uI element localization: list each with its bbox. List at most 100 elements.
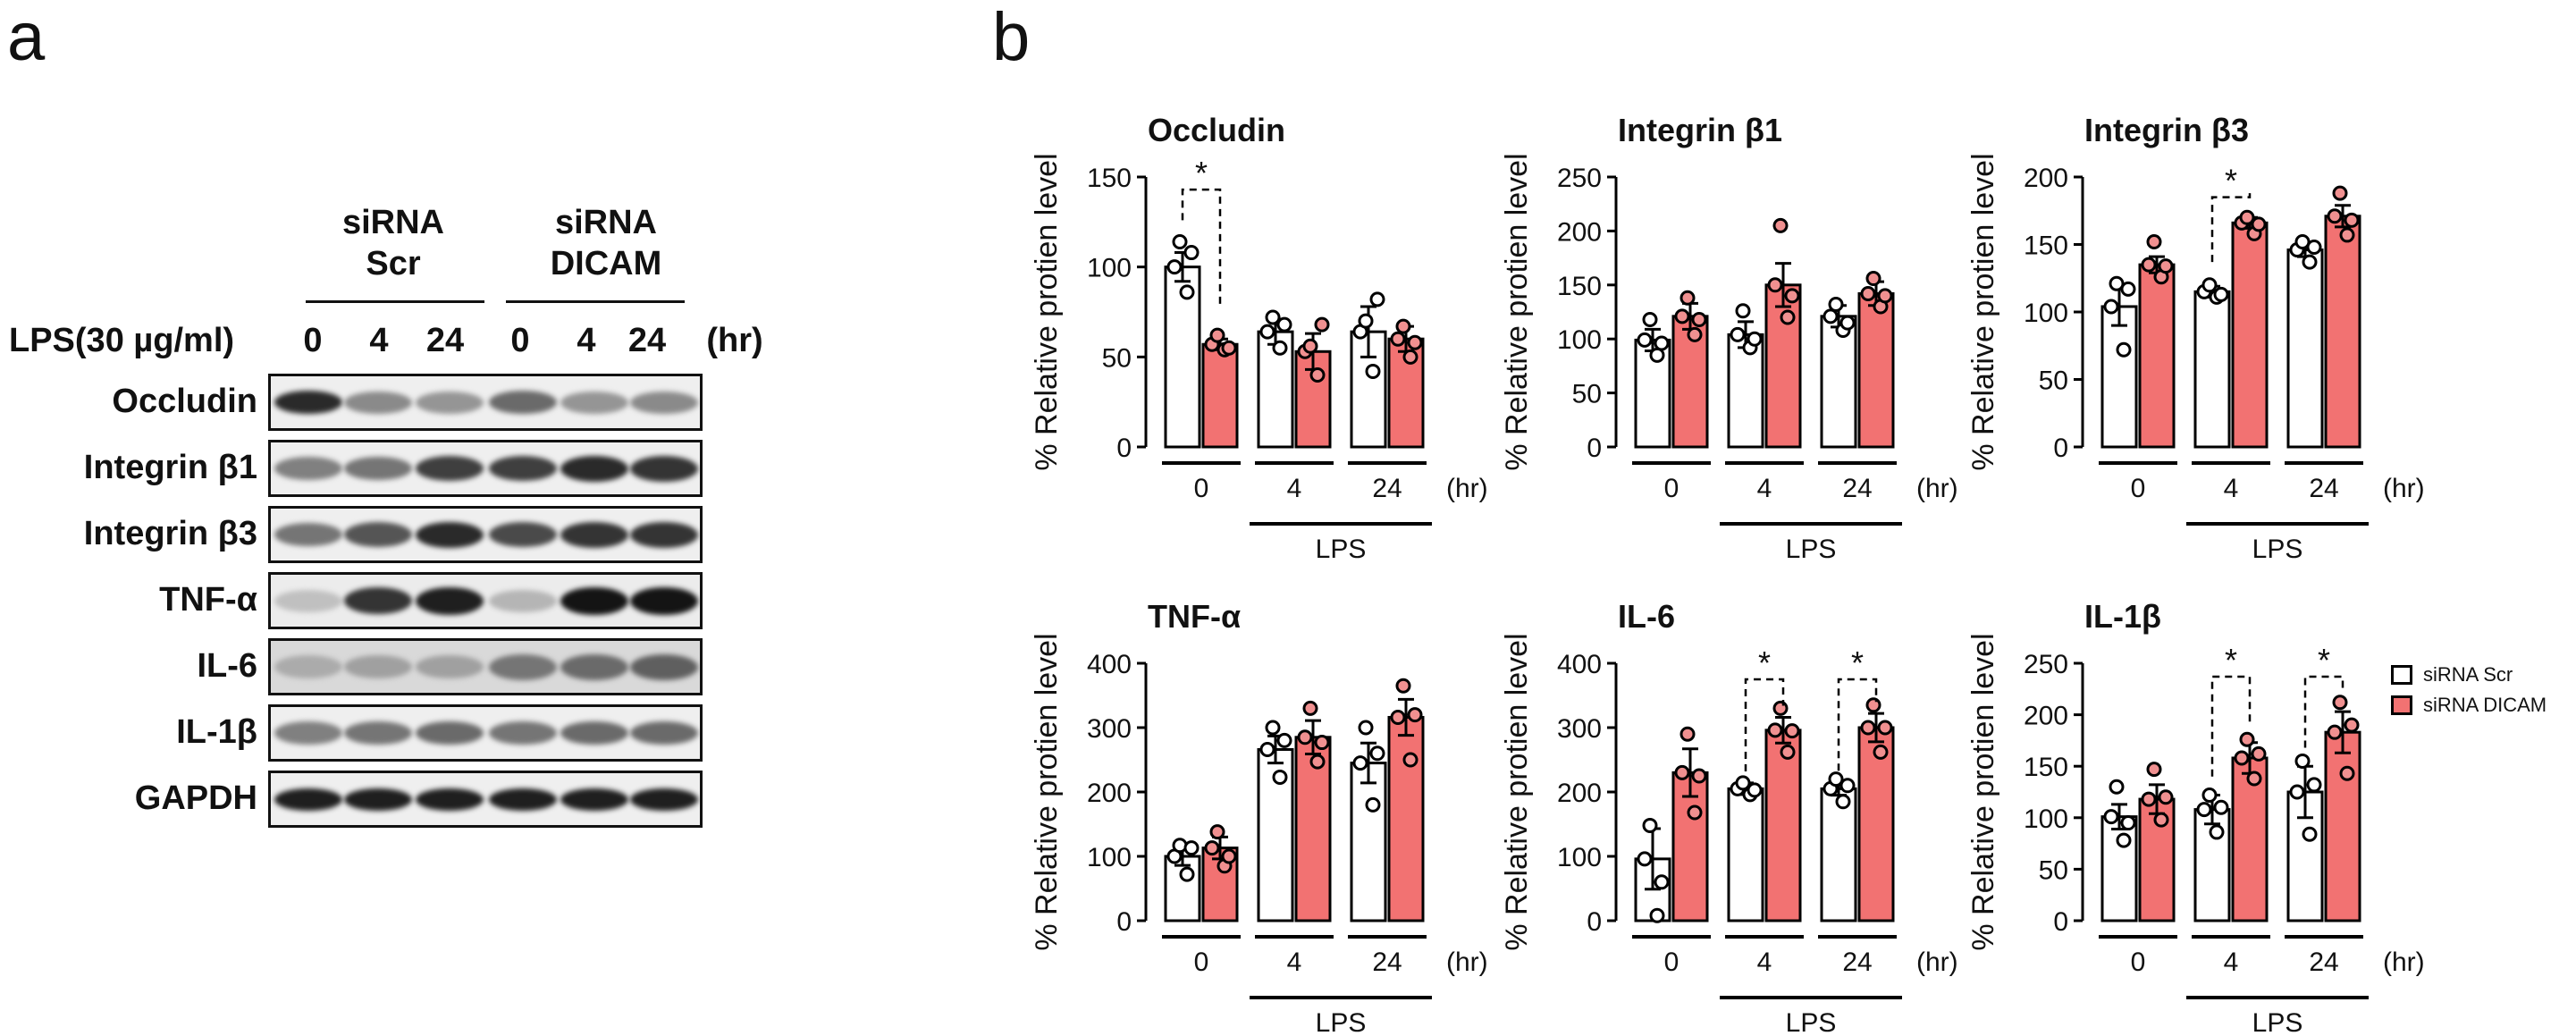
data-point (1276, 732, 1292, 748)
data-point (2146, 233, 2162, 249)
blot-band (560, 587, 628, 615)
data-point (1865, 271, 1881, 287)
legend-label-dicam: siRNA DICAM (2423, 694, 2547, 716)
x-unit-label: (hr) (2383, 948, 2425, 977)
chart-title: TNF-α (1148, 598, 1241, 635)
data-point (1877, 720, 1893, 736)
x-tick-label: 4 (2224, 474, 2239, 503)
y-tick-label: 200 (2024, 164, 2068, 193)
blot-band (630, 788, 698, 811)
y-tick-label: 200 (1557, 217, 1602, 247)
significance-bracket (1837, 678, 1878, 771)
y-tick-label: 0 (2053, 907, 2068, 937)
significance-bracket (2303, 675, 2344, 748)
data-point (2109, 779, 2125, 795)
data-point (1839, 315, 1856, 331)
x-tick-label: 4 (1757, 474, 1772, 503)
y-tick-label: 50 (1102, 343, 1132, 373)
y-tick-label: 150 (1087, 164, 1132, 193)
bar (2231, 221, 2269, 449)
data-point (1780, 744, 1796, 760)
significance-bracket (1181, 188, 1222, 307)
data-point (1747, 331, 1763, 347)
blot-row-label: GAPDH (134, 779, 257, 817)
x-tick-label: 0 (1664, 474, 1679, 503)
data-point (1679, 290, 1696, 306)
data-point (2306, 240, 2322, 256)
blot-band (344, 457, 412, 480)
legend-swatch-dicam (2391, 695, 2412, 715)
blot-band (630, 587, 698, 615)
legend: siRNA Scr siRNA DICAM (2391, 661, 2570, 724)
y-tick-label: 400 (1087, 650, 1132, 679)
data-point (2294, 233, 2311, 249)
y-tick-label: 100 (1557, 843, 1602, 872)
blot-band (630, 522, 698, 548)
blot-row-label: Occludin (112, 383, 257, 420)
data-point (2201, 787, 2218, 803)
data-point (1309, 754, 1326, 770)
data-point (2239, 209, 2255, 225)
data-point (1828, 771, 1844, 788)
lps-label: LPS (1786, 535, 1837, 564)
lps-label: LPS(30 µg/ml) (9, 322, 235, 359)
lane-label: 24 (627, 322, 667, 359)
blot-row-label: IL-1β (176, 713, 257, 751)
lps-label: LPS (1316, 535, 1367, 564)
x-tick-label: 24 (1372, 474, 1402, 503)
data-point (2327, 208, 2343, 224)
blot-band (489, 788, 557, 811)
data-point (1654, 874, 1670, 890)
data-point (2141, 257, 2157, 273)
data-point (1674, 764, 1690, 780)
y-tick-label: 200 (1087, 779, 1132, 808)
bar (2286, 248, 2324, 449)
blot-band (274, 655, 342, 678)
lane-label: 24 (425, 322, 465, 359)
data-point (2327, 724, 2343, 740)
data-point (1691, 768, 1707, 784)
data-point (1209, 824, 1225, 840)
x-unit-label: (hr) (1916, 474, 1958, 503)
data-point (1828, 297, 1844, 313)
x-tick-label: 24 (2309, 948, 2338, 977)
data-point (1772, 217, 1789, 233)
data-point (2332, 185, 2348, 201)
data-point (2213, 286, 2229, 302)
data-point (1183, 840, 1200, 856)
blot-band (416, 392, 484, 414)
y-axis-label: % Relative protien level (1966, 153, 2000, 470)
data-point (2158, 789, 2174, 805)
data-point (2196, 802, 2212, 818)
bar (2100, 305, 2138, 449)
significance-star: * (1195, 155, 1208, 191)
data-point (1823, 308, 1839, 324)
chart-title: Occludin (1148, 112, 1285, 148)
data-point (1654, 335, 1670, 351)
data-point (2213, 799, 2229, 815)
data-point (1674, 308, 1690, 324)
data-point (1204, 840, 1220, 856)
data-point (1730, 326, 1746, 342)
blot-band (560, 654, 628, 680)
bar (1764, 283, 1802, 449)
significance-bracket (2210, 675, 2252, 777)
x-tick-label: 24 (1372, 948, 1402, 977)
blot-band (274, 523, 342, 546)
data-point (1395, 318, 1411, 334)
significance-star: * (2225, 163, 2237, 199)
data-point (1390, 331, 1406, 347)
y-tick-label: 0 (1587, 907, 1602, 937)
blot-band (274, 590, 342, 612)
blot-image (268, 506, 703, 563)
blot-band (489, 590, 557, 612)
significance-star: * (1851, 644, 1864, 681)
group-underline-scr (306, 300, 484, 303)
y-tick-label: 150 (2024, 753, 2068, 782)
data-point (2302, 826, 2318, 842)
legend-label-scr: siRNA Scr (2423, 663, 2513, 686)
y-tick-label: 100 (2024, 299, 2068, 328)
data-point (1735, 775, 1751, 791)
lane-label: 0 (303, 322, 323, 359)
